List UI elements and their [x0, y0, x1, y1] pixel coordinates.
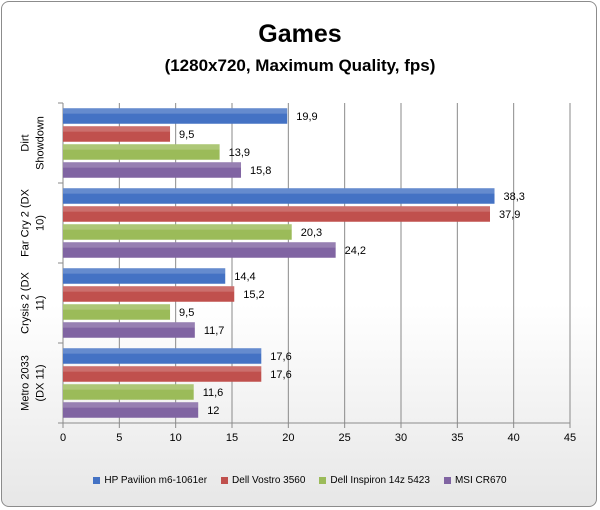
category-label: Metro 2033 [19, 355, 31, 411]
bar [63, 206, 491, 222]
bar [63, 402, 199, 418]
bar [63, 286, 235, 302]
category-label: Dirt [19, 134, 31, 151]
bar [63, 126, 171, 142]
bar [63, 366, 262, 382]
bar-highlight [63, 108, 288, 114]
data-label: 37,9 [499, 209, 520, 221]
bar [63, 108, 288, 124]
bar-highlight [63, 366, 262, 372]
x-tick-label: 25 [339, 432, 351, 444]
bar-chart: 0 5 10 15 20 25 30 35 40 45 19,9 9,5 13,915,8 Dirt Sho… [19, 102, 576, 444]
legend-item: Dell Vostro 3560 [221, 475, 305, 486]
data-label: 9,5 [179, 129, 194, 141]
x-tick-label: 5 [116, 432, 122, 444]
bar-highlight [63, 322, 195, 328]
legend-swatch [221, 477, 229, 484]
bar [63, 144, 220, 160]
legend-item: Dell Inspiron 14z 5423 [319, 475, 430, 486]
legend-item: HP Pavilion m6-1061er [93, 475, 207, 486]
category-label: Far Cry 2 (DX [19, 188, 31, 257]
bar-highlight [63, 402, 199, 408]
bar [63, 322, 195, 338]
bar [63, 188, 495, 204]
bar-highlight [63, 348, 262, 354]
x-tick-label: 20 [282, 432, 294, 444]
bar [63, 348, 262, 364]
bar [63, 224, 292, 240]
category-label: Showdown [34, 116, 46, 170]
x-tick-label: 40 [508, 432, 520, 444]
bar [63, 304, 171, 320]
chart-legend: HP Pavilion m6-1061er Dell Vostro 3560 Del… [0, 475, 600, 486]
bar-highlight [63, 144, 220, 150]
bar-highlight [63, 286, 235, 292]
legend-label: MSI CR670 [454, 475, 507, 486]
legend-label: Dell Vostro 3560 [232, 475, 306, 486]
legend-label: Dell Inspiron 14z 5423 [330, 475, 430, 486]
data-label: 9,5 [179, 307, 194, 319]
data-label: 15,8 [250, 165, 271, 177]
bar-highlight [63, 206, 491, 212]
bar-highlight [63, 224, 292, 230]
bar [63, 242, 336, 258]
data-label: 17,6 [270, 351, 291, 363]
bar-highlight [63, 304, 171, 310]
category-label: 11) [34, 295, 46, 310]
bar [63, 162, 242, 178]
data-label: 11,7 [204, 325, 225, 337]
data-label: 17,6 [270, 369, 291, 381]
legend-label: HP Pavilion m6-1061er [104, 475, 208, 486]
x-tick-label: 30 [395, 432, 407, 444]
data-label: 20,3 [301, 227, 322, 239]
x-tick-label: 35 [451, 432, 463, 444]
category-label: Crysis 2 (DX [19, 271, 31, 333]
data-label: 12 [207, 405, 219, 417]
data-label: 38,3 [504, 191, 525, 203]
legend-swatch [319, 477, 327, 484]
bar-highlight [63, 126, 171, 132]
legend-swatch [93, 477, 101, 484]
legend-item: MSI CR670 [443, 475, 507, 486]
bar-highlight [63, 162, 242, 168]
bar [63, 268, 226, 284]
chart-title: Games [258, 20, 342, 48]
bar [63, 384, 194, 400]
bar-highlight [63, 384, 194, 390]
bar-highlight [63, 268, 226, 274]
category-label: (DX 11) [34, 364, 46, 401]
legend-swatch [443, 477, 451, 484]
x-tick-label: 15 [226, 432, 238, 444]
x-tick-label: 0 [60, 432, 66, 444]
data-label: 11,6 [203, 387, 224, 399]
data-label: 24,2 [345, 245, 366, 257]
data-label: 15,2 [243, 289, 264, 301]
data-label: 14,4 [234, 271, 255, 283]
data-label: 13,9 [229, 147, 250, 159]
category-label: 10) [34, 215, 46, 231]
bar-highlight [63, 242, 336, 248]
chart-subtitle: (1280x720, Maximum Quality, fps) [164, 56, 436, 75]
bar-highlight [63, 188, 495, 194]
data-label: 19,9 [296, 111, 317, 123]
x-tick-label: 45 [564, 432, 576, 444]
x-tick-label: 10 [170, 432, 182, 444]
